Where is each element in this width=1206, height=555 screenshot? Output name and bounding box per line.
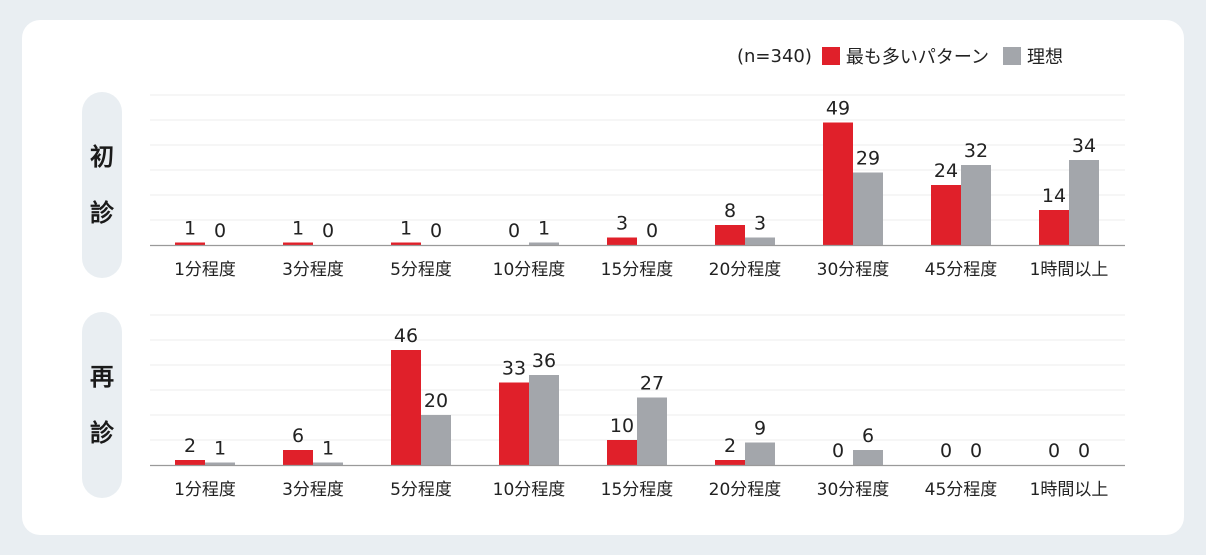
- data-label: 10: [610, 415, 634, 437]
- category-tick-label: 45分程度: [925, 480, 998, 500]
- legend-swatch-series2: [1003, 47, 1022, 65]
- data-label: 1: [184, 218, 196, 240]
- bar-most-common: [175, 242, 205, 245]
- category-tick-label: 5分程度: [390, 260, 452, 280]
- data-label: 1: [322, 438, 334, 460]
- category-tick-label: 3分程度: [282, 260, 344, 280]
- data-label: 46: [394, 325, 418, 347]
- data-label: 0: [940, 440, 952, 462]
- data-label: 3: [754, 213, 766, 235]
- data-label: 0: [508, 220, 520, 242]
- data-label: 1: [214, 438, 226, 460]
- data-label: 34: [1072, 135, 1096, 157]
- bar-most-common: [391, 350, 421, 465]
- bar-ideal: [853, 450, 883, 465]
- bar-ideal: [421, 415, 451, 465]
- bar-most-common: [391, 242, 421, 245]
- data-label: 32: [964, 140, 988, 162]
- data-label: 36: [532, 350, 556, 372]
- category-tick-label: 45分程度: [925, 260, 998, 280]
- panel-label-char: 診: [90, 419, 114, 447]
- data-label: 1: [538, 218, 550, 240]
- data-label: 27: [640, 373, 664, 395]
- data-label: 0: [970, 440, 982, 462]
- bar-ideal: [529, 375, 559, 465]
- bar-most-common: [715, 225, 745, 245]
- bar-most-common: [931, 185, 961, 245]
- legend: (n=340) 最も多いパターン 理想: [737, 44, 1077, 69]
- category-tick-label: 5分程度: [390, 480, 452, 500]
- data-label: 6: [292, 425, 304, 447]
- data-label: 1: [292, 218, 304, 240]
- panel-label-char: 初: [90, 143, 114, 171]
- category-tick-label: 15分程度: [601, 480, 674, 500]
- bar-most-common: [175, 460, 205, 465]
- category-tick-label: 30分程度: [817, 480, 890, 500]
- legend-label-series2: 理想: [1027, 47, 1064, 68]
- data-label: 2: [184, 435, 196, 457]
- category-tick-label: 1分程度: [174, 260, 236, 280]
- bar-most-common: [607, 237, 637, 245]
- bar-most-common: [283, 242, 313, 245]
- data-label: 14: [1042, 185, 1066, 207]
- category-tick-label: 15分程度: [601, 260, 674, 280]
- legend-swatch-series1: [821, 47, 840, 65]
- category-tick-label: 20分程度: [709, 480, 782, 500]
- bar-most-common: [823, 122, 853, 245]
- data-label: 0: [646, 220, 658, 242]
- data-label: 3: [616, 213, 628, 235]
- bar-ideal: [853, 172, 883, 245]
- category-tick-label: 10分程度: [493, 260, 566, 280]
- data-label: 1: [400, 218, 412, 240]
- data-label: 20: [424, 390, 448, 412]
- data-label: 0: [430, 220, 442, 242]
- panel-label-shoshin: 初 診: [82, 92, 122, 278]
- data-label: 0: [832, 440, 844, 462]
- bar-ideal: [961, 165, 991, 245]
- legend-label-series1: 最も多いパターン: [845, 47, 990, 68]
- category-tick-label: 20分程度: [709, 260, 782, 280]
- sample-size-label: (n=340): [737, 45, 812, 67]
- panel-label-char: 診: [90, 199, 114, 227]
- data-label: 0: [322, 220, 334, 242]
- bar-ideal: [313, 462, 343, 465]
- data-label: 33: [502, 358, 526, 380]
- data-label: 24: [934, 160, 958, 182]
- category-tick-label: 3分程度: [282, 480, 344, 500]
- data-label: 6: [862, 425, 874, 447]
- bar-most-common: [715, 460, 745, 465]
- data-label: 2: [724, 435, 736, 457]
- bar-ideal: [529, 242, 559, 245]
- bar-ideal: [745, 237, 775, 245]
- category-tick-label: 1分程度: [174, 480, 236, 500]
- data-label: 0: [1078, 440, 1090, 462]
- data-label: 0: [1048, 440, 1060, 462]
- bar-ideal: [637, 397, 667, 465]
- data-label: 49: [826, 98, 850, 120]
- data-label: 8: [724, 200, 736, 222]
- bar-most-common: [607, 440, 637, 465]
- bar-ideal: [745, 442, 775, 465]
- bar-most-common: [499, 382, 529, 465]
- category-tick-label: 1時間以上: [1030, 480, 1109, 500]
- bar-ideal: [1069, 160, 1099, 245]
- category-tick-label: 30分程度: [817, 260, 890, 280]
- bar-most-common: [283, 450, 313, 465]
- bar-most-common: [1039, 210, 1069, 245]
- chart-card: [22, 20, 1184, 535]
- panel-label-char: 再: [90, 363, 114, 391]
- category-tick-label: 1時間以上: [1030, 260, 1109, 280]
- data-label: 0: [214, 220, 226, 242]
- bar-ideal: [205, 462, 235, 465]
- data-label: 29: [856, 148, 880, 170]
- category-tick-label: 10分程度: [493, 480, 566, 500]
- data-label: 9: [754, 418, 766, 440]
- panel-label-saishin: 再 診: [82, 312, 122, 498]
